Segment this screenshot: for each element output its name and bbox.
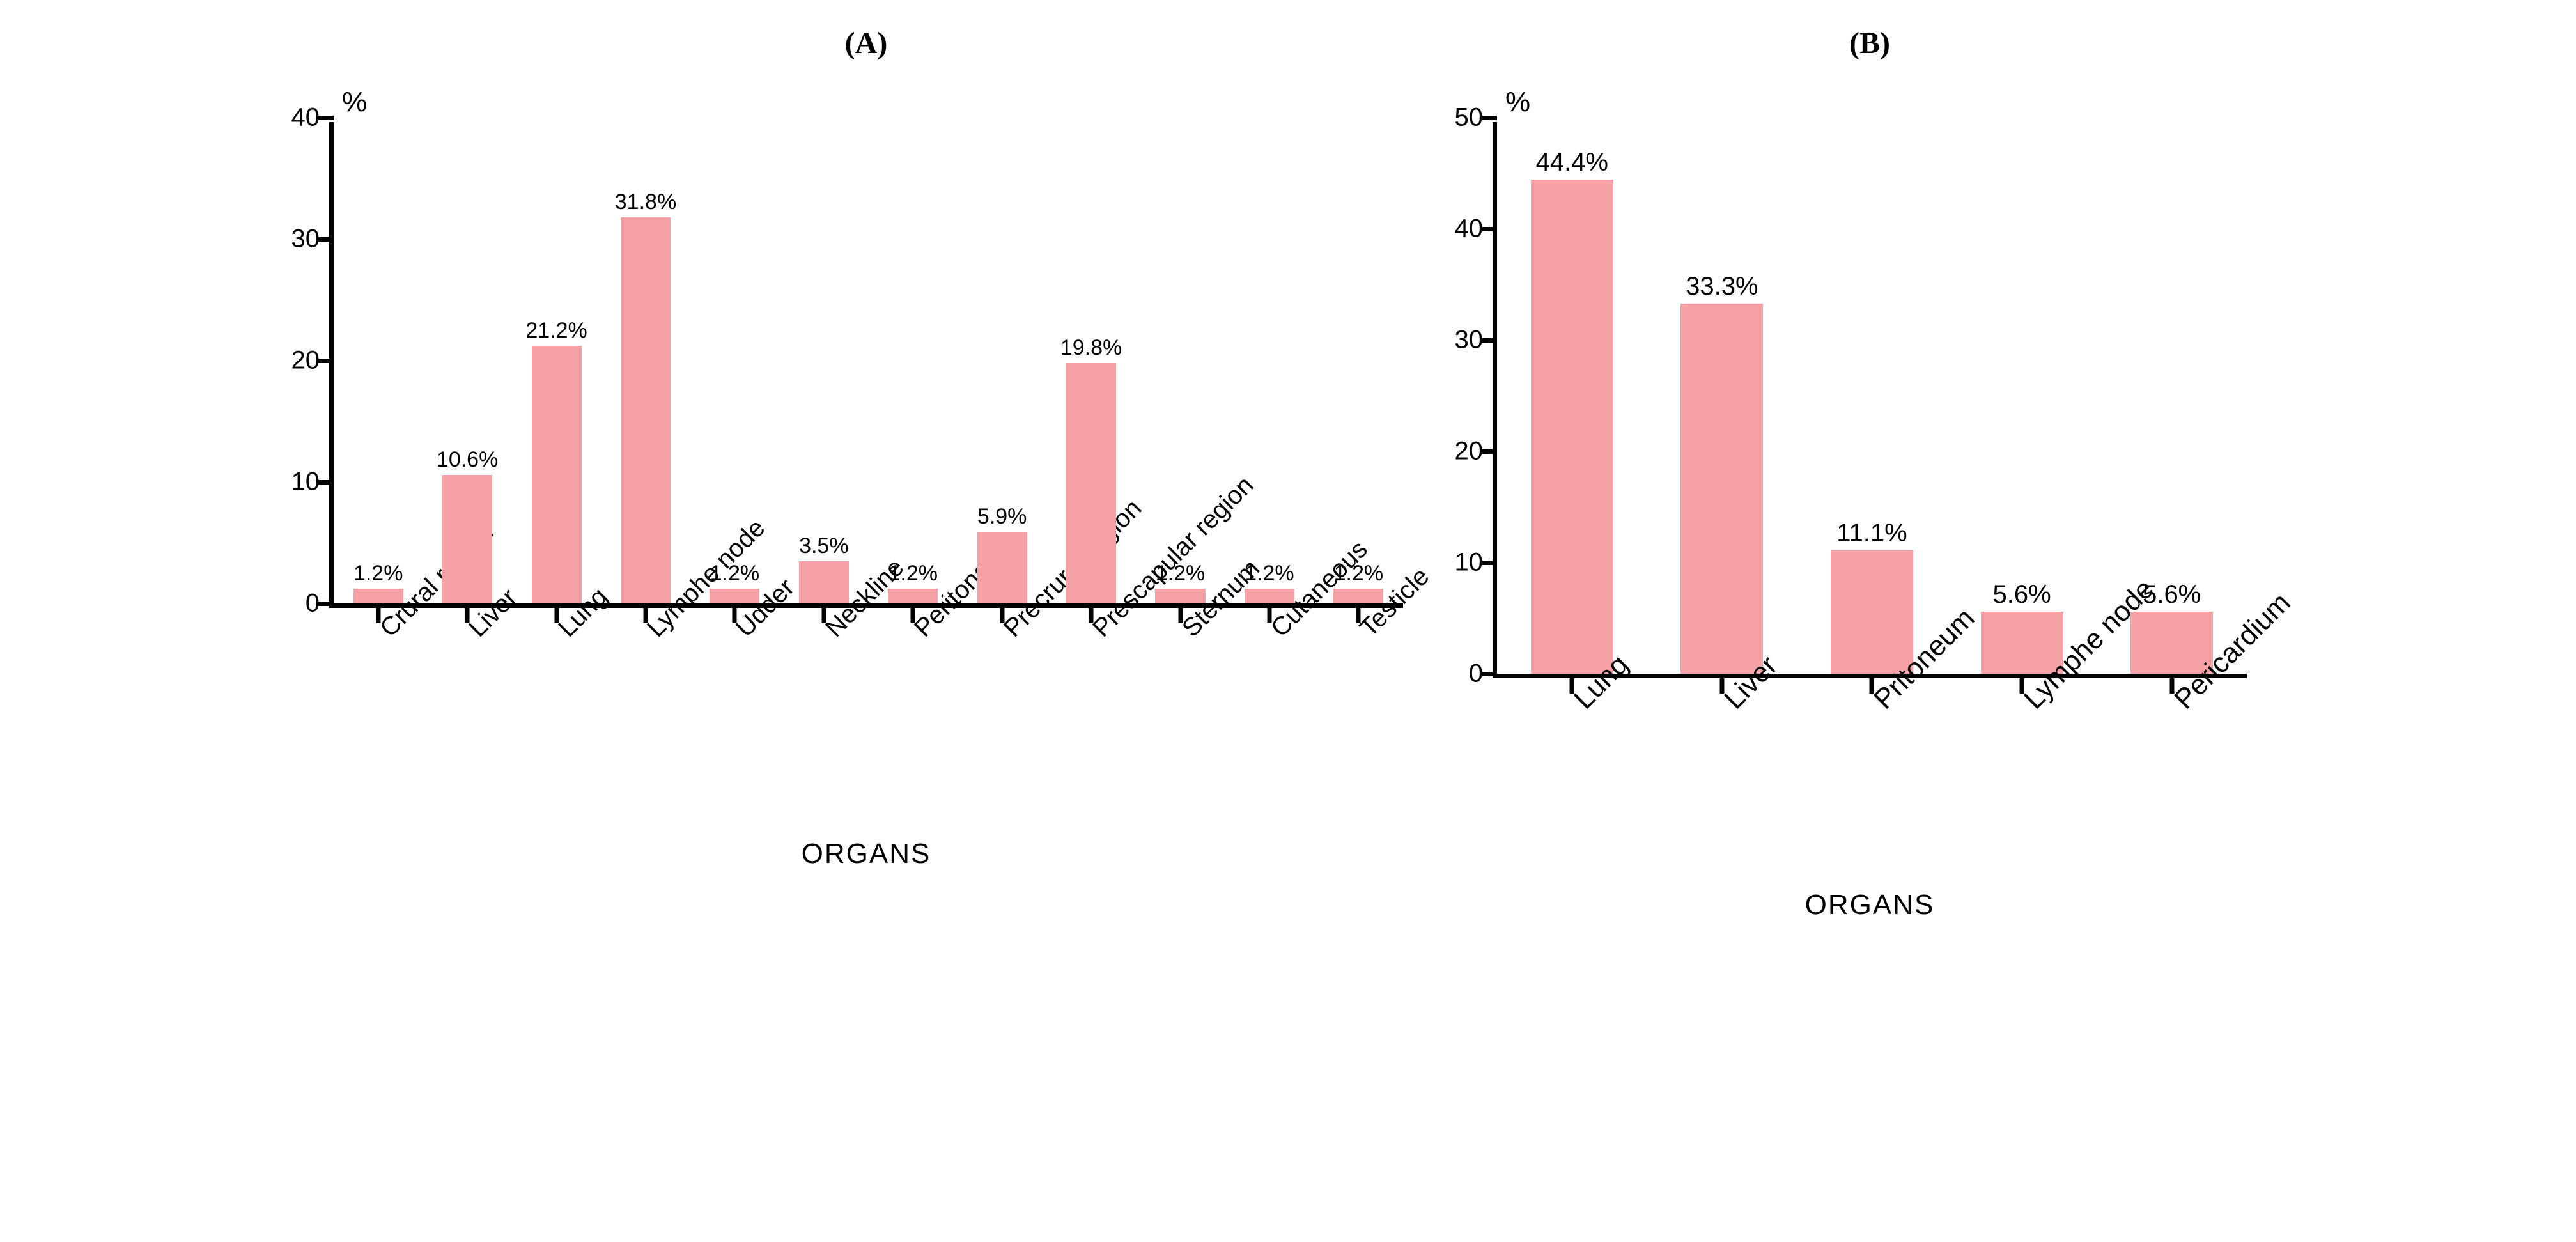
- bar-slot: 1.2%Peritoneum: [869, 122, 958, 603]
- bar-value-label: 19.8%: [1060, 336, 1122, 361]
- bar-value-label: 1.2%: [888, 561, 938, 586]
- bar-slot: 5.9%Precrural region: [958, 122, 1046, 603]
- ytick-label: 20: [1455, 437, 1498, 466]
- ytick-label: 50: [1455, 104, 1498, 132]
- bar-value-label: 1.2%: [710, 561, 760, 586]
- bar-value-label: 33.3%: [1686, 272, 1758, 301]
- ytick-label: 40: [291, 104, 334, 132]
- panel-b: (B) % 0102030405044.4%Lung33.3%Liver11.1…: [1493, 26, 2247, 921]
- panel-a-plot-area: 0102030401.2%Crural region10.6%Liver21.2…: [329, 122, 1403, 608]
- ytick-label: 20: [291, 346, 334, 375]
- figure: (A) % 0102030401.2%Crural region10.6%Liv…: [0, 0, 2576, 959]
- bar-slot: 3.5%Neckline: [779, 122, 868, 603]
- panel-a: (A) % 0102030401.2%Crural region10.6%Liv…: [329, 26, 1403, 870]
- bars-row: 1.2%Crural region10.6%Liver21.2%Lung31.8…: [334, 122, 1403, 603]
- bar-value-label: 10.6%: [437, 447, 498, 472]
- bar: [1531, 180, 1613, 674]
- bar-slot: 19.8%Prescapular region: [1046, 122, 1135, 603]
- panel-a-title: (A): [845, 26, 888, 61]
- bar-value-label: 5.6%: [2143, 580, 2201, 609]
- bar: [977, 532, 1027, 603]
- ytick-label: 30: [1455, 326, 1498, 355]
- bar-slot: 1.2%Testicle: [1314, 122, 1403, 603]
- bar-slot: 1.2%Cutaneous: [1225, 122, 1314, 603]
- bar-value-label: 11.1%: [1836, 519, 1907, 548]
- bar: [1831, 550, 1913, 674]
- bar-slot: 5.6%Lymphe node: [1947, 122, 2097, 674]
- panel-b-title: (B): [1849, 26, 1890, 61]
- ytick-label: 40: [1455, 215, 1498, 244]
- bar-slot: 10.6%Liver: [423, 122, 511, 603]
- panel-a-chart: % 0102030401.2%Crural region10.6%Liver21…: [329, 86, 1403, 870]
- bars-row: 44.4%Lung33.3%Liver11.1%Pritoneum5.6%Lym…: [1497, 122, 2247, 674]
- bar-value-label: 44.4%: [1536, 148, 1608, 177]
- panel-b-plot-row: 0102030405044.4%Lung33.3%Liver11.1%Prito…: [1493, 122, 2247, 678]
- panel-b-y-unit: %: [1505, 86, 2247, 118]
- panel-a-plot-row: 0102030401.2%Crural region10.6%Liver21.2…: [329, 122, 1403, 608]
- bar-value-label: 1.2%: [353, 561, 403, 586]
- bar: [532, 346, 582, 603]
- bar-slot: 21.2%Lung: [512, 122, 601, 603]
- bar-slot: 1.2%Sternum: [1136, 122, 1225, 603]
- bar-value-label: 5.9%: [977, 504, 1027, 529]
- panel-b-x-title: ORGANS: [1493, 889, 2247, 921]
- ytick-label: 0: [306, 589, 334, 618]
- bar-slot: 44.4%Lung: [1497, 122, 1647, 674]
- bar-slot: 1.2%Crural region: [334, 122, 423, 603]
- bar-slot: 11.1%Pritoneum: [1797, 122, 1947, 674]
- bar-slot: 5.6%Pericardium: [2097, 122, 2247, 674]
- ytick-label: 30: [291, 225, 334, 254]
- panel-a-y-unit: %: [342, 86, 1403, 118]
- panel-b-chart: % 0102030405044.4%Lung33.3%Liver11.1%Pri…: [1493, 86, 2247, 921]
- panel-b-plot-area: 0102030405044.4%Lung33.3%Liver11.1%Prito…: [1493, 122, 2247, 678]
- bar-value-label: 3.5%: [799, 534, 849, 559]
- bar-value-label: 1.2%: [1156, 561, 1206, 586]
- bar-slot: 33.3%Liver: [1647, 122, 1797, 674]
- ytick-label: 0: [1469, 660, 1497, 688]
- panel-a-x-title: ORGANS: [329, 838, 1403, 870]
- bar-value-label: 21.2%: [525, 318, 587, 343]
- bar: [621, 217, 671, 603]
- ytick-label: 10: [1455, 548, 1498, 577]
- bar-slot: 31.8%Lymphe node: [601, 122, 690, 603]
- bar: [442, 475, 492, 603]
- bar: [1680, 304, 1763, 674]
- bar: [1066, 363, 1116, 603]
- bar-value-label: 5.6%: [1992, 580, 2051, 609]
- bar-value-label: 1.2%: [1245, 561, 1294, 586]
- bar-slot: 1.2%Udder: [690, 122, 779, 603]
- ytick-label: 10: [291, 468, 334, 497]
- bar: [799, 561, 849, 604]
- bar-value-label: 1.2%: [1334, 561, 1384, 586]
- bar-value-label: 31.8%: [615, 190, 676, 215]
